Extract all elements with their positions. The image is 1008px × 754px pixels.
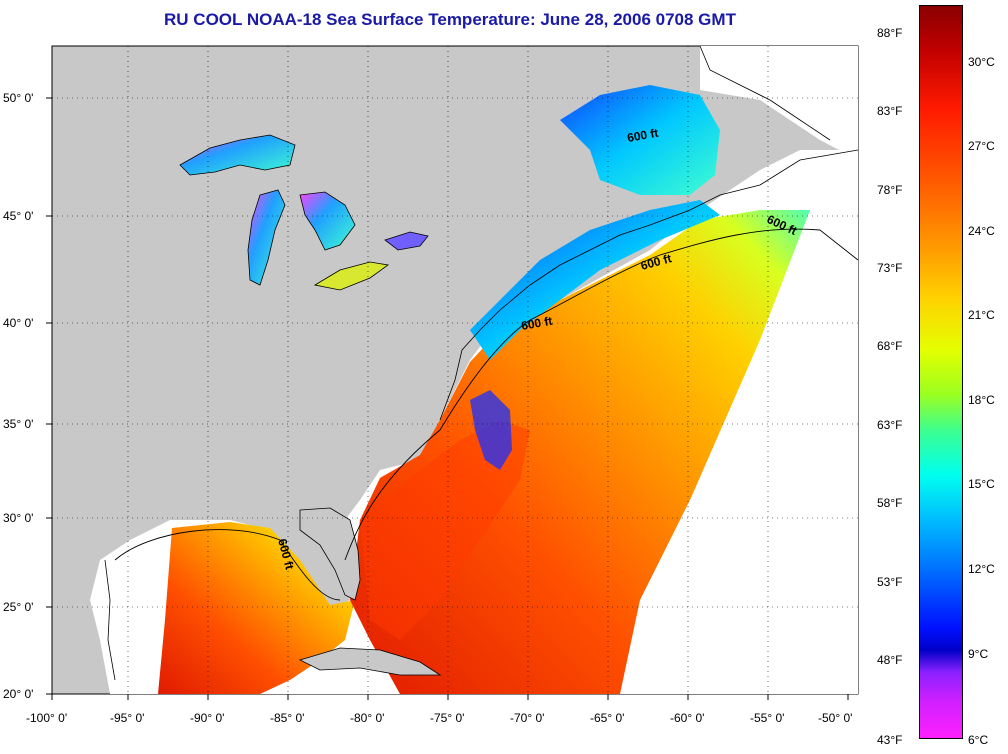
lake-ontario bbox=[384, 231, 429, 251]
sst-gulf-swath bbox=[158, 522, 355, 694]
coastline bbox=[104, 45, 859, 681]
sst-cold-eddy bbox=[470, 390, 512, 470]
frame-ticks bbox=[46, 97, 849, 700]
lon-tick-label: -65° 0' bbox=[590, 711, 624, 725]
lake-michigan bbox=[247, 189, 286, 286]
lat-tick-label: 40° 0' bbox=[3, 316, 33, 330]
colorbar-f-label: 58°F bbox=[877, 496, 903, 510]
temperature-colorbar bbox=[919, 5, 963, 739]
lon-tick-label: -60° 0' bbox=[670, 711, 704, 725]
florida bbox=[299, 507, 361, 601]
graticule bbox=[52, 46, 858, 694]
lon-tick-label: -85° 0' bbox=[270, 711, 304, 725]
sst-atlantic-swath bbox=[350, 210, 810, 694]
lon-tick-label: -70° 0' bbox=[510, 711, 544, 725]
colorbar-c-label: 12°C bbox=[968, 562, 995, 576]
lake-huron bbox=[299, 191, 356, 251]
colorbar-f-label: 73°F bbox=[877, 261, 903, 275]
lon-tick-label: -75° 0' bbox=[430, 711, 464, 725]
colorbar-c-label: 30°C bbox=[968, 55, 995, 69]
sst-gulf-st-lawrence bbox=[560, 85, 720, 195]
colorbar-f-label: 43°F bbox=[877, 733, 903, 747]
lake-erie bbox=[313, 261, 390, 291]
map-title: RU COOL NOAA-18 Sea Surface Temperature:… bbox=[164, 10, 736, 29]
lat-tick-label: 35° 0' bbox=[3, 417, 33, 431]
colorbar-f-label: 63°F bbox=[877, 418, 903, 432]
isobath-label-4: 600 ft bbox=[520, 314, 553, 333]
lat-tick-label: 45° 0' bbox=[3, 209, 33, 223]
cuba bbox=[298, 647, 442, 676]
sst-shelf-cold bbox=[470, 200, 720, 360]
lat-tick-labels: 50° 0' 45° 0' 40° 0' 35° 0' 30° 0' 25° 0… bbox=[3, 91, 33, 701]
colorbar-c-label: 15°C bbox=[968, 477, 995, 491]
lon-tick-label: -80° 0' bbox=[350, 711, 384, 725]
colorbar-c-label: 6°C bbox=[968, 733, 989, 747]
colorbar-f-label: 88°F bbox=[877, 26, 903, 40]
lat-tick-label: 30° 0' bbox=[3, 511, 33, 525]
colorbar-c-label: 18°C bbox=[968, 393, 995, 407]
colorbar-f-label: 68°F bbox=[877, 339, 903, 353]
colorbar-f-label: 78°F bbox=[877, 183, 903, 197]
lon-tick-label: -95° 0' bbox=[110, 711, 144, 725]
colorbar-c-label: 21°C bbox=[968, 308, 995, 322]
lat-tick-label: 50° 0' bbox=[3, 91, 33, 105]
isobath-600ft bbox=[114, 228, 859, 601]
lon-tick-labels: -100° 0' -95° 0' -90° 0' -85° 0' -80° 0'… bbox=[26, 711, 852, 725]
lat-tick-label: 20° 0' bbox=[3, 687, 33, 701]
colorbar-f-label: 48°F bbox=[877, 653, 903, 667]
lon-tick-label: -50° 0' bbox=[818, 711, 852, 725]
colorbar-c-label: 24°C bbox=[968, 224, 995, 238]
colorbar-c-label: 27°C bbox=[968, 139, 995, 153]
colorbar-f-label: 53°F bbox=[877, 575, 903, 589]
lon-tick-label: -100° 0' bbox=[26, 711, 67, 725]
colorbar-f-label: 83°F bbox=[877, 104, 903, 118]
lon-tick-label: -90° 0' bbox=[190, 711, 224, 725]
isobath-label-1: 600 ft bbox=[626, 126, 659, 145]
sst-warm-core bbox=[360, 420, 530, 640]
lon-tick-label: -55° 0' bbox=[750, 711, 784, 725]
lake-superior bbox=[179, 134, 296, 176]
lat-tick-label: 25° 0' bbox=[3, 600, 33, 614]
colorbar-c-label: 9°C bbox=[968, 647, 989, 661]
